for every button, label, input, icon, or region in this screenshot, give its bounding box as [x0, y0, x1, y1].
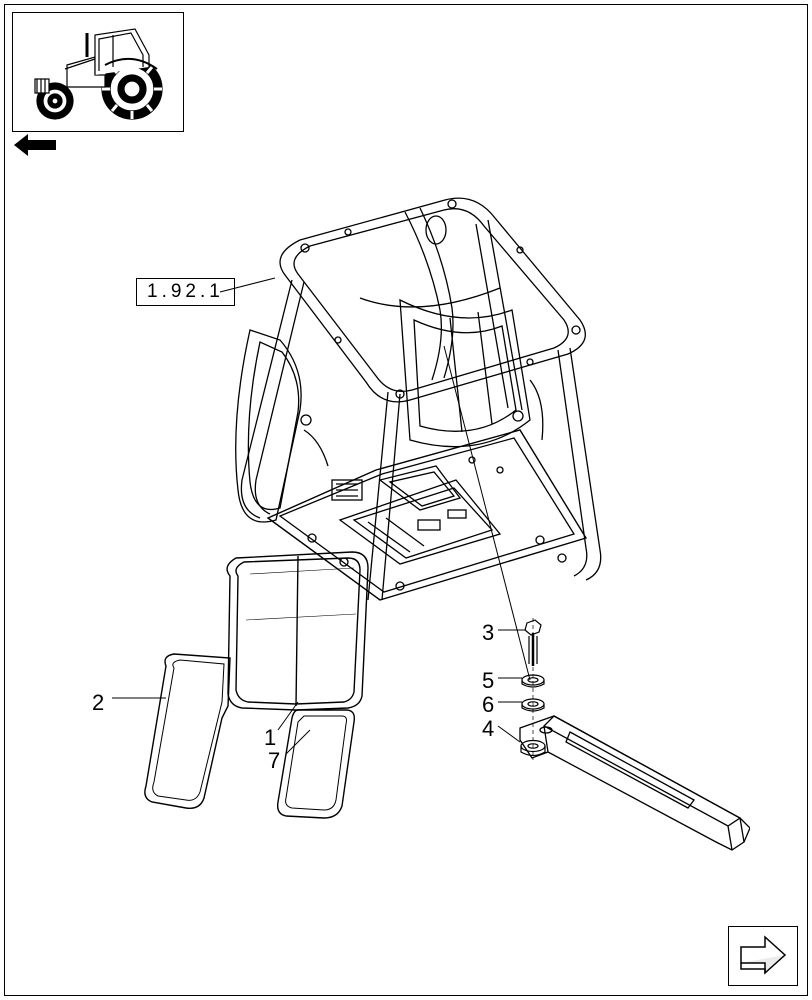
callout-2: 2: [92, 690, 104, 716]
callout-3: 3: [482, 620, 494, 646]
exploded-diagram: [100, 170, 750, 950]
callout-5: 5: [482, 668, 494, 694]
back-arrow-icon: [12, 132, 58, 158]
tractor-icon-box: [12, 12, 184, 132]
next-arrow-icon: [737, 935, 789, 977]
callout-7: 7: [268, 748, 280, 774]
callout-4: 4: [482, 716, 494, 742]
callout-6: 6: [482, 692, 494, 718]
tractor-icon: [17, 17, 177, 125]
next-page-button[interactable]: [728, 926, 798, 986]
